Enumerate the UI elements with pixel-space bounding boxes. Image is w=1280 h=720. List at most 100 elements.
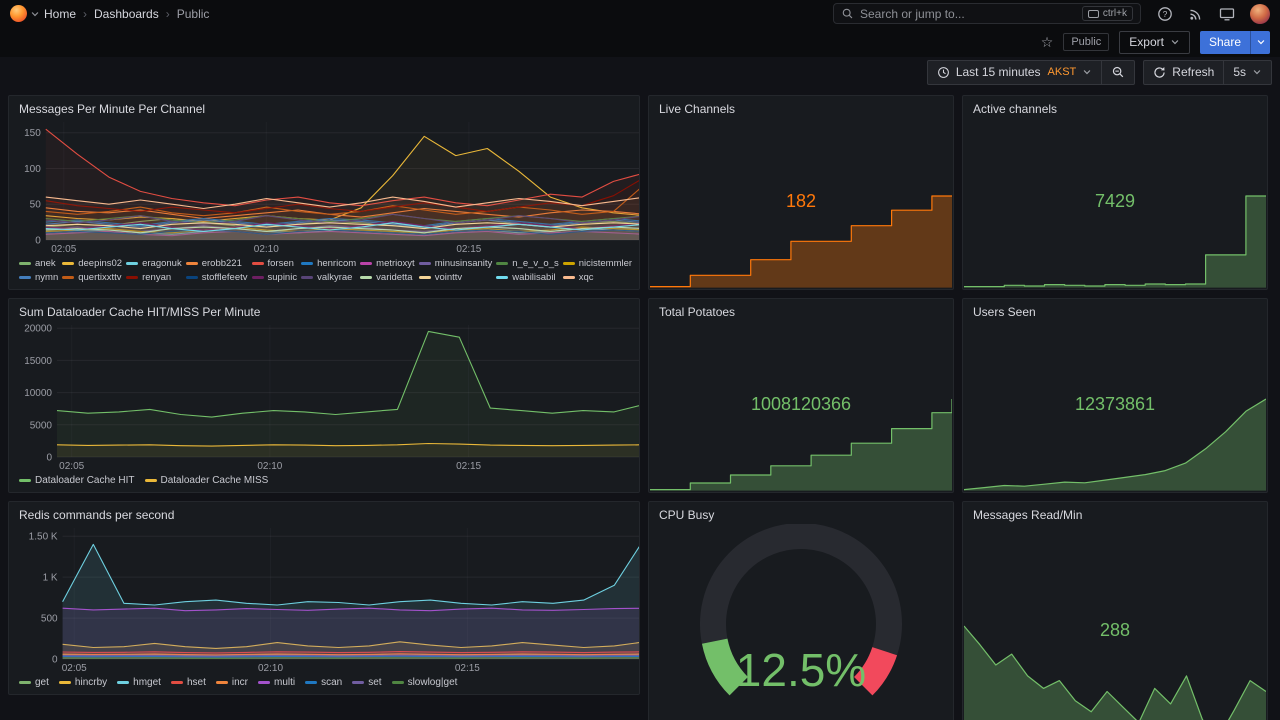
legend-item[interactable]: nicistemmler [562, 257, 632, 270]
legend-item[interactable]: multi [257, 676, 296, 689]
legend-item[interactable]: hincrby [58, 676, 108, 689]
legend-label: supinic [267, 272, 298, 283]
legend-label: set [368, 677, 382, 688]
legend-item[interactable]: henricom [301, 257, 356, 270]
legend-label: minusinsanity [434, 258, 493, 269]
redis-timeseries-chart[interactable]: 0 500 1 K 1.50 K 02:05 02:10 02:15 [9, 524, 639, 674]
svg-text:02:15: 02:15 [455, 663, 480, 674]
legend-swatch [58, 681, 71, 684]
legend-label: incr [231, 677, 248, 688]
legend-item[interactable]: stofflefeetv [185, 271, 248, 284]
legend-item[interactable]: incr [215, 676, 248, 689]
chevron-down-icon [1171, 40, 1179, 45]
panel-title[interactable]: Messages Per Minute Per Channel [19, 102, 206, 116]
dashboard-grid: Messages Per Minute Per Channel 0 50 100 15… [0, 87, 1280, 720]
legend-item[interactable]: varidetta [360, 271, 415, 284]
legend-label: deepins02 [78, 258, 123, 269]
zoom-out-button[interactable] [1101, 59, 1136, 85]
legend-label: renyan [142, 272, 172, 283]
svg-text:02:05: 02:05 [51, 244, 76, 255]
legend-swatch [418, 276, 431, 279]
panel-title[interactable]: Users Seen [973, 305, 1036, 319]
monitor-icon[interactable] [1219, 6, 1235, 22]
legend-swatch [418, 262, 431, 265]
legend-item[interactable]: deepins02 [62, 257, 122, 270]
legend-item[interactable]: quertixxttv [62, 271, 122, 284]
panel-title[interactable]: Total Potatoes [659, 305, 736, 319]
legend-item[interactable]: xqc [562, 271, 632, 284]
search-icon [842, 8, 853, 19]
legend-label: eragonuk [142, 258, 182, 269]
legend-item[interactable]: forsen [251, 257, 298, 270]
help-icon[interactable]: ? [1157, 6, 1173, 22]
visibility-badge[interactable]: Public [1063, 33, 1110, 51]
time-range-label: Last 15 minutes [955, 65, 1041, 79]
messages-timeseries-chart[interactable]: 0 50 100 150 02:05 02:10 02:15 [9, 118, 639, 255]
panel-title[interactable]: Sum Dataloader Cache HIT/MISS Per Minute [19, 305, 261, 319]
svg-text:0: 0 [35, 236, 41, 247]
search-input[interactable] [860, 6, 1076, 21]
legend-item[interactable]: minusinsanity [418, 257, 493, 270]
breadcrumb-dashboards[interactable]: Dashboards [94, 6, 159, 21]
legend-swatch [126, 262, 139, 265]
share-menu-button[interactable] [1250, 30, 1270, 54]
legend-item[interactable]: get [19, 676, 49, 689]
panel-title[interactable]: Messages Read/Min [973, 508, 1083, 522]
panel-title[interactable]: Live Channels [659, 102, 736, 116]
panel-title[interactable]: Redis commands per second [19, 508, 175, 522]
legend-item[interactable]: set [352, 676, 382, 689]
legend-item[interactable]: vointtv [418, 271, 493, 284]
legend-item[interactable]: metrioxyt [360, 257, 415, 270]
legend-item[interactable]: scan [305, 676, 342, 689]
legend-item[interactable]: supinic [251, 271, 298, 284]
mega-menu-chevron-icon[interactable] [30, 9, 40, 19]
legend-item[interactable]: Dataloader Cache HIT [19, 474, 135, 487]
legend-item[interactable]: hset [170, 676, 206, 689]
svg-text:12.5%: 12.5% [736, 644, 866, 696]
legend-label: valkyrae [317, 272, 353, 283]
panel-cpu-busy: CPU Busy 12.5% [648, 501, 954, 720]
legend-item[interactable]: n_e_v_o_s [496, 257, 559, 270]
legend-label: multi [273, 677, 296, 688]
share-button[interactable]: Share [1199, 30, 1250, 54]
grafana-logo[interactable] [10, 5, 27, 22]
refresh-interval-dropdown[interactable]: 5s [1223, 59, 1272, 85]
breadcrumb-home[interactable]: Home [44, 6, 77, 21]
legend-item[interactable]: renyan [126, 271, 182, 284]
legend-item[interactable]: eragonuk [126, 257, 182, 270]
panel-title[interactable]: Active channels [973, 102, 1058, 116]
legend-label: hincrby [74, 677, 108, 688]
stat-sparkline [650, 398, 952, 491]
keyboard-icon [1087, 9, 1099, 18]
svg-text:02:15: 02:15 [456, 244, 481, 255]
dashboard-actions: ☆ Public Export Share [0, 27, 1280, 57]
stat-sparkline [964, 625, 1266, 720]
svg-text:02:05: 02:05 [59, 461, 84, 472]
legend-item[interactable]: Dataloader Cache MISS [144, 474, 268, 487]
legend-item[interactable]: valkyrae [301, 271, 356, 284]
breadcrumb-separator: › [165, 6, 170, 21]
breadcrumb-current[interactable]: Public [176, 6, 210, 21]
dataloader-timeseries-chart[interactable]: 0 5000 10000 15000 20000 02:05 02:10 02:15 [9, 321, 639, 472]
star-icon[interactable]: ☆ [1040, 34, 1054, 50]
legend-item[interactable]: erobb221 [185, 257, 248, 270]
export-button[interactable]: Export [1119, 30, 1190, 54]
legend-swatch [215, 681, 228, 684]
legend-item[interactable]: nymn [19, 271, 58, 284]
legend-label: xqc [578, 272, 594, 283]
panel-messages-read: Messages Read/Min 288 [962, 501, 1268, 720]
legend-item[interactable]: hmget [117, 676, 161, 689]
legend-item[interactable]: wabilisabil [496, 271, 558, 284]
legend-item[interactable]: slowlog|get [391, 676, 457, 689]
svg-text:02:15: 02:15 [456, 461, 481, 472]
time-range-picker[interactable]: Last 15 minutes AKST [926, 59, 1103, 85]
svg-text:20000: 20000 [24, 324, 52, 335]
panel-title[interactable]: CPU Busy [659, 508, 715, 522]
news-rss-icon[interactable] [1188, 6, 1204, 22]
search-box[interactable]: ctrl+k [833, 3, 1141, 24]
svg-text:0: 0 [52, 655, 58, 666]
legend-item[interactable]: anek [19, 257, 58, 270]
svg-text:1.50 K: 1.50 K [29, 532, 58, 543]
user-avatar[interactable] [1250, 3, 1270, 24]
refresh-button[interactable]: Refresh [1143, 59, 1225, 85]
